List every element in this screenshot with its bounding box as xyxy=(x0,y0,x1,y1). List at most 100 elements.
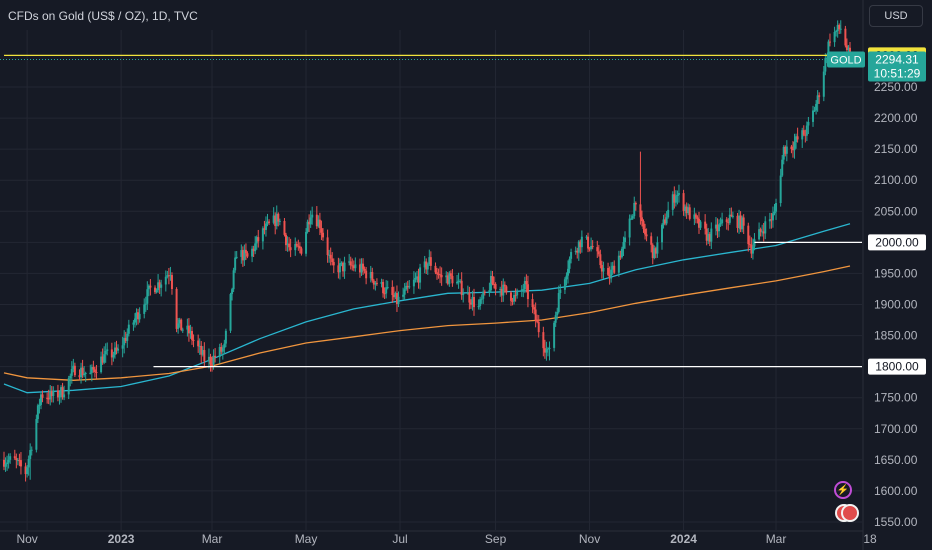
candle-body xyxy=(154,287,157,293)
candle-body xyxy=(553,322,556,348)
candle xyxy=(308,214,311,233)
candle xyxy=(241,246,244,267)
candle xyxy=(41,390,44,403)
candle xyxy=(240,244,243,264)
candle-body xyxy=(234,257,237,271)
candle xyxy=(565,272,568,286)
candle xyxy=(257,229,260,248)
candle-body xyxy=(708,234,711,242)
candle-body xyxy=(543,348,546,353)
candle xyxy=(223,339,226,355)
candle-body xyxy=(445,275,448,278)
candle-body xyxy=(201,350,204,355)
candle xyxy=(725,217,728,230)
candle xyxy=(375,278,378,286)
candle-body xyxy=(827,41,830,58)
candle-body xyxy=(714,224,717,229)
candle xyxy=(30,446,33,456)
candle-body xyxy=(360,263,363,273)
candle-body xyxy=(113,347,116,355)
candle-body xyxy=(721,219,724,224)
candle-body xyxy=(525,281,528,285)
candle-body xyxy=(536,320,539,322)
candle xyxy=(793,133,796,159)
candle-body xyxy=(688,207,691,219)
candle-body xyxy=(423,261,426,268)
candle-body xyxy=(126,333,129,341)
candle xyxy=(60,385,63,403)
candle-body xyxy=(534,309,537,321)
candle xyxy=(180,318,183,332)
candle xyxy=(563,277,566,295)
last-price-label: 2294.31 xyxy=(875,52,919,66)
candle xyxy=(246,251,249,259)
horizontal-levels[interactable] xyxy=(0,54,862,368)
grid-lines xyxy=(0,30,862,530)
x-tick-label: Mar xyxy=(202,532,223,546)
candle-body xyxy=(30,449,33,451)
candle xyxy=(520,285,523,297)
candle-body xyxy=(275,213,278,227)
candle xyxy=(397,291,400,308)
y-tick-label: 2250.00 xyxy=(874,80,918,94)
candle xyxy=(580,230,583,253)
us-flag-icon[interactable] xyxy=(841,504,859,522)
candle-body xyxy=(246,253,249,257)
candle xyxy=(608,266,611,285)
candle xyxy=(639,151,642,225)
candle-body xyxy=(719,223,722,225)
lightning-icon[interactable]: ⚡ xyxy=(834,481,852,499)
candle-body xyxy=(60,387,63,396)
candle xyxy=(704,214,707,235)
candle-body xyxy=(526,284,529,300)
candle-body xyxy=(762,231,765,234)
candle xyxy=(386,280,389,290)
candle xyxy=(697,211,700,234)
candle xyxy=(117,344,120,354)
candle-body xyxy=(437,273,440,275)
candle-body xyxy=(38,404,41,406)
candle xyxy=(155,288,158,294)
candle-body xyxy=(415,276,418,278)
candle-body xyxy=(320,228,323,233)
candle xyxy=(585,235,588,240)
candle xyxy=(405,282,408,291)
candle xyxy=(232,267,235,293)
candle xyxy=(166,270,169,279)
candle-body xyxy=(676,194,679,196)
candle-body xyxy=(419,267,422,283)
candle xyxy=(243,244,246,266)
candle-body xyxy=(531,299,534,308)
candle xyxy=(126,328,129,348)
candle-body xyxy=(565,275,568,280)
candle xyxy=(795,133,798,149)
candle-body xyxy=(3,459,5,467)
candle xyxy=(15,453,18,469)
candle-body xyxy=(81,367,84,376)
currency-selector-button[interactable]: USD xyxy=(869,5,923,27)
candle-body xyxy=(742,217,745,226)
candle xyxy=(224,328,227,348)
candle-body xyxy=(158,282,161,288)
candle-body xyxy=(397,296,400,305)
candle xyxy=(221,345,224,360)
candle xyxy=(329,247,332,266)
candle xyxy=(198,338,201,355)
candle-body xyxy=(718,224,721,232)
time-axis[interactable]: Nov 2023 Mar May Jul Sep Nov 2024 Mar 18 xyxy=(0,530,877,546)
candle-body xyxy=(90,367,93,373)
candle-body xyxy=(133,318,136,323)
candle-body xyxy=(343,262,346,272)
candle xyxy=(340,261,343,267)
candle xyxy=(813,106,816,112)
candle-body xyxy=(667,209,670,218)
candle xyxy=(70,361,73,384)
price-axis[interactable]: 1550.00 1600.00 1650.00 1700.00 1750.00 1800.… xyxy=(862,0,918,550)
candle-body xyxy=(112,354,115,358)
candle xyxy=(110,342,113,366)
candle xyxy=(673,186,676,209)
candle-body xyxy=(298,246,301,249)
candle-body xyxy=(793,142,796,151)
candle-body xyxy=(181,329,184,331)
